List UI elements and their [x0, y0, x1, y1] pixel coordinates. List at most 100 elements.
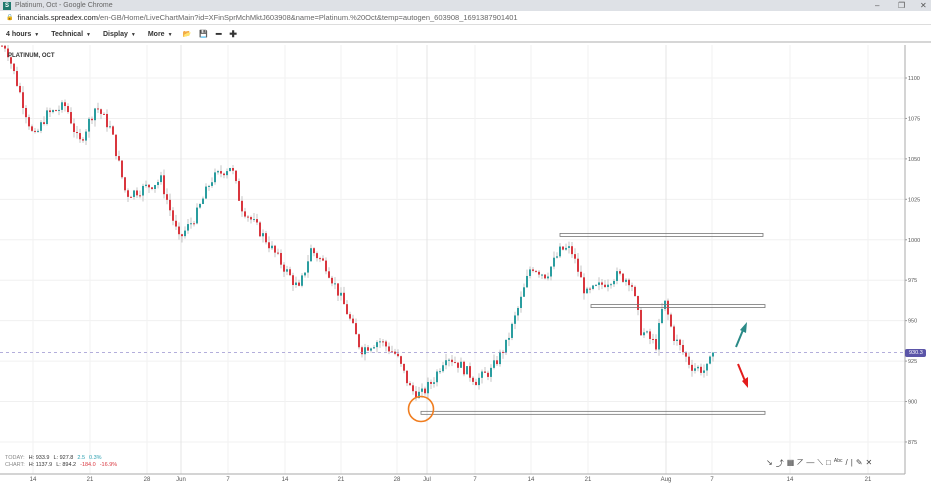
line-tool-icon[interactable]: / [845, 458, 848, 467]
candle-down [355, 323, 357, 335]
candle-down [100, 109, 102, 114]
candle-down [136, 190, 138, 196]
x-tick-label: Aug [661, 477, 672, 483]
price-chart[interactable]: 1100 1075 1050 1025 1000 975 950 925 900 875 14 21 2… [0, 44, 931, 484]
candle-up [541, 274, 543, 276]
candle-down [580, 271, 582, 278]
candle-up [109, 126, 111, 128]
zoom-out-icon[interactable]: ━ [215, 28, 222, 39]
caret-down-icon: ▼ [130, 31, 136, 38]
window-titlebar: S Platinum, Oct - Google Chrome – ❐ ✕ [0, 0, 931, 11]
candle-up [616, 271, 618, 281]
candle-down [172, 210, 174, 221]
candle-down [73, 123, 75, 132]
candle-up [253, 219, 255, 221]
candle-up [481, 371, 483, 378]
candle-down [430, 381, 432, 384]
candle-down [220, 171, 222, 174]
technical-menu[interactable]: Technical ▼ [51, 31, 91, 38]
candle-down [274, 245, 276, 253]
candle-down [148, 184, 150, 188]
candle-down [292, 275, 294, 286]
y-tick-label: 875 [908, 440, 917, 446]
candle-down [175, 220, 177, 227]
candle-up [643, 332, 645, 336]
fan-tool-icon[interactable]: ⦢ [797, 458, 804, 467]
candle-down [604, 284, 606, 288]
fibonacci-tool-icon[interactable]: ▦ [786, 458, 795, 467]
candle-down [574, 254, 576, 259]
candle-up [610, 284, 612, 286]
x-tick-label: 28 [394, 477, 401, 483]
candle-down [637, 296, 639, 310]
candle-down [181, 234, 183, 237]
clear-drawings-icon[interactable]: ✕ [865, 458, 873, 467]
candle-down [76, 131, 78, 134]
candle-down [241, 200, 243, 212]
candle-up [94, 108, 96, 121]
open-folder-icon[interactable]: 📂 [182, 31, 192, 38]
candle-down [457, 362, 459, 368]
candle-down [235, 170, 237, 182]
candle-up [373, 347, 375, 349]
text-tool-icon[interactable]: Abc [833, 458, 843, 464]
horizontal-line-tool-icon[interactable]: — [806, 458, 815, 467]
instrument-label: PLATINUM, OCT [8, 53, 55, 59]
candle-up [187, 224, 189, 231]
candle-up [301, 275, 303, 286]
candle-down [394, 351, 396, 354]
vertical-line-tool-icon[interactable]: | [850, 458, 853, 467]
candle-down [259, 222, 261, 237]
url-host: financials.spreadex.com [17, 13, 98, 22]
candle-down [406, 370, 408, 384]
candle-down [64, 102, 66, 107]
display-menu[interactable]: Display ▼ [103, 31, 136, 38]
x-tick-label: 14 [787, 477, 794, 483]
candle-down [622, 273, 624, 282]
candle-down [223, 173, 225, 176]
today-change-pct: 0.3% [89, 455, 102, 461]
interval-menu[interactable]: 4 hours ▼ [6, 31, 39, 38]
minimize-button[interactable]: – [875, 1, 880, 10]
pencil-icon[interactable]: ✎ [855, 458, 863, 467]
zoom-in-icon[interactable]: ✚ [229, 28, 237, 39]
trendline-tool-icon[interactable]: ⟍ [817, 458, 824, 467]
candle-up [511, 323, 513, 338]
candle-down [319, 258, 321, 260]
candle-down [640, 309, 642, 336]
chart-range-stats: CHART: H: 1137.9 L: 894.2 -184.0 -16.9% [5, 462, 121, 469]
chart-label: CHART: [5, 462, 25, 468]
rectangle-tool-icon[interactable]: □ [826, 458, 831, 467]
candle-down [238, 181, 240, 201]
caret-down-icon: ▼ [86, 31, 91, 38]
candle-down [247, 216, 249, 218]
chart-toolbar: 4 hours ▼ Technical ▼ Display ▼ More ▼ 📂 💾 ━… [0, 27, 931, 43]
candle-up [523, 287, 525, 297]
candle-down [472, 377, 474, 382]
candle-up [421, 388, 423, 392]
y-tick-label: 1000 [908, 238, 920, 244]
candle-up [262, 233, 264, 237]
curve-tool-icon[interactable]: ⤴ [775, 459, 784, 468]
address-bar[interactable]: 🔒 financials.spreadex.com/en-GB/Home/Liv… [0, 11, 931, 25]
display-label: Display [102, 30, 128, 38]
more-menu[interactable]: More ▼ [148, 31, 173, 38]
maximize-button[interactable]: ❐ [898, 1, 906, 10]
candle-up [520, 296, 522, 308]
arrow-tool-icon[interactable]: ↘ [766, 458, 773, 467]
close-window-button[interactable]: ✕ [920, 1, 927, 10]
x-tick-label: Jun [176, 477, 186, 483]
candle-up [445, 360, 447, 366]
candle-up [586, 288, 588, 294]
x-tick-label: 21 [585, 477, 592, 483]
candle-down [670, 314, 672, 327]
y-tick-label: 975 [908, 278, 917, 284]
candle-down [652, 338, 654, 340]
candle-down [4, 45, 6, 49]
x-tick-label: 7 [226, 477, 230, 483]
candle-down [34, 130, 36, 132]
candle-up [40, 122, 42, 131]
candle-down [382, 341, 384, 343]
save-icon[interactable]: 💾 [199, 31, 208, 38]
candle-up [556, 256, 558, 258]
